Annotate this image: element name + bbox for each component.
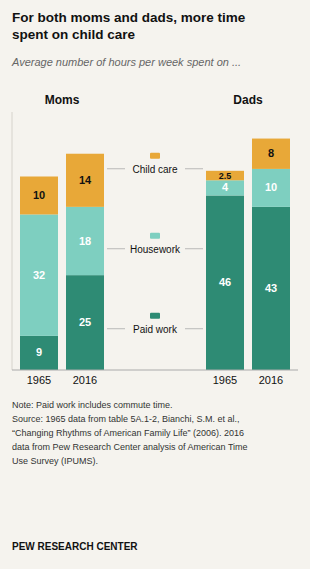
bar-segment [20,177,58,215]
note: Source: 1965 data from table 5A.1-2, Bia… [12,414,240,424]
bar-segment [252,139,290,169]
series-swatch [150,153,160,159]
bar-segment [20,336,58,370]
bar-segment [206,180,244,195]
connector-line [185,168,203,169]
connector-line [107,168,125,169]
background [0,0,310,569]
note: Use Survey (IPUMS). [12,456,98,466]
connector-line [185,328,203,329]
data-label: 25 [79,316,91,328]
x-tick-label: 2016 [73,374,97,386]
bars [20,139,290,370]
note: “Changing Rhythms of American Family Lif… [12,428,244,438]
footer: PEW RESEARCH CENTER [12,541,138,552]
bar-segment [252,207,290,370]
series-label: Housework [130,244,181,255]
bar-segment [20,214,58,335]
x-tick-label: 1965 [27,374,51,386]
bar-segment [206,195,244,370]
bar-segment [66,207,104,275]
data-label: 4 [222,181,229,193]
data-labels: 9 25 46 43 32 18 4 10 10 14 2.5 8 [33,147,277,358]
connector-line [107,328,125,329]
note: data from Pew Research Center analysis o… [12,442,248,452]
data-label: 10 [265,181,277,193]
x-tick-label: 2016 [259,374,283,386]
series-label: Child care [132,164,177,175]
group-label: Dads [233,93,263,107]
series-swatch [150,233,160,239]
note: Note: Paid work includes commute time. [12,400,173,410]
title: spent on child care [12,27,136,42]
y-axis-line [12,112,13,370]
data-label: 2.5 [219,171,232,181]
data-label: 46 [219,276,231,288]
subtitle: Average number of hours per week spent o… [11,56,241,68]
data-label: 14 [79,174,92,186]
data-label: 8 [268,147,274,159]
data-label: 43 [265,282,277,294]
group-label: Moms [45,93,80,107]
chart: For both moms and dads, more time spent o… [0,0,310,569]
bar-segment [66,154,104,207]
bar-segment [206,171,244,180]
bar-segment [252,169,290,207]
title: For both moms and dads, more time [12,10,246,25]
series-swatch [150,313,160,319]
connector-line [107,248,125,249]
data-label: 32 [33,269,45,281]
x-axis-line [12,370,298,371]
connector-line [185,248,203,249]
data-label: 18 [79,235,91,247]
data-label: 10 [33,189,45,201]
series-label: Paid work [133,324,178,335]
data-label: 9 [36,346,42,358]
bar-segment [66,275,104,370]
x-tick-label: 1965 [213,374,237,386]
